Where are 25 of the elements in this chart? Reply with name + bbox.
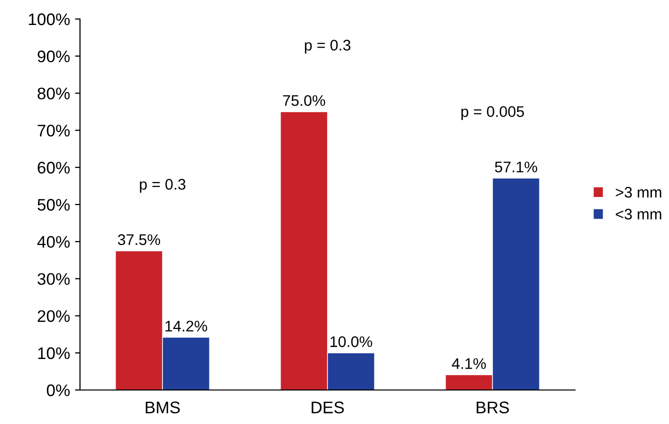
y-tick-label: 30% [38,273,70,285]
data-label: 10.0% [330,336,372,348]
data-label: 57.1% [494,162,538,172]
y-tick-label: 10% [38,347,70,360]
annotation: p = 0.3 [140,178,186,193]
y-tick-label: 70% [38,124,70,137]
x-tick-label: DES [312,402,344,414]
y-tick-label: 40% [37,236,70,248]
data-label: 14.2% [166,320,208,332]
y-tick-label: 50% [38,198,70,211]
y-tick-label: 80% [38,88,70,100]
y-tick-label: 20% [38,310,70,322]
y-tick-label: 60% [38,162,70,174]
legend-label: >3 mm [616,186,662,198]
x-tick-label: BRS [476,402,509,414]
annotation: p = 0.005 [461,106,524,120]
data-label: 4.1% [452,358,486,369]
data-label: 75.0% [283,95,326,106]
y-tick-label: 90% [38,50,70,62]
data-label: 37.5% [118,234,160,246]
y-tick-label: 0% [46,384,70,396]
x-tick-label: BMS [146,402,180,414]
annotation: p = 0.3 [304,40,350,54]
legend-label: <3 mm [616,208,662,220]
y-tick-label: 100% [28,13,70,26]
